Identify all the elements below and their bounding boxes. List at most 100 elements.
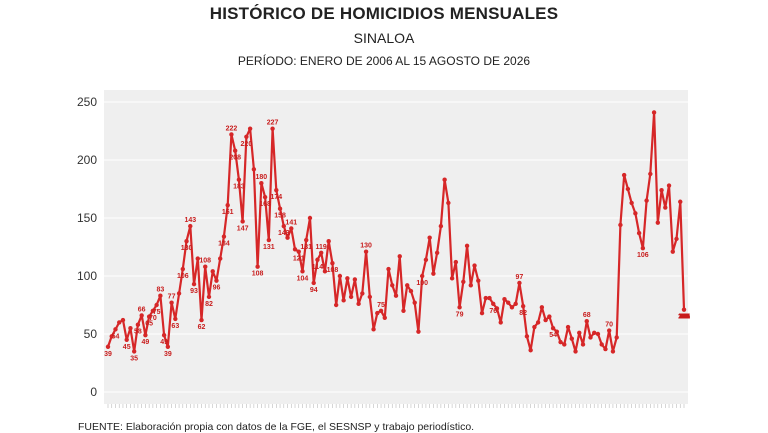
data-label: 68	[583, 312, 591, 319]
data-label: 188	[678, 314, 690, 321]
data-point	[259, 181, 264, 186]
data-label: 175	[678, 314, 690, 321]
data-point	[158, 293, 163, 298]
data-label: 131	[263, 244, 275, 251]
data-point	[438, 223, 444, 229]
data-point	[633, 211, 638, 216]
data-point	[390, 283, 395, 288]
data-label: 87	[680, 314, 688, 321]
data-point	[464, 243, 470, 249]
data-label: 35	[130, 355, 138, 362]
data-point	[449, 276, 455, 281]
data-label: 121	[293, 256, 305, 263]
data-label: 35	[680, 314, 688, 321]
data-point	[176, 291, 182, 296]
data-label: 102	[678, 314, 690, 321]
data-label: 208	[229, 155, 241, 162]
data-point	[124, 337, 129, 342]
data-point	[401, 308, 406, 313]
data-label: 63	[680, 314, 688, 321]
chart-title: HISTÓRICO DE HOMICIDIOS MENSUALES	[209, 4, 559, 23]
data-point	[307, 215, 313, 221]
data-point	[356, 301, 361, 307]
data-label: 227	[267, 120, 279, 127]
data-point	[513, 301, 518, 307]
data-point	[580, 342, 586, 347]
data-point	[535, 320, 541, 325]
data-label: 95	[680, 314, 688, 321]
data-point	[146, 314, 152, 319]
data-point	[629, 200, 634, 206]
data-label: 180	[256, 174, 268, 181]
data-point	[311, 280, 316, 286]
data-label: 62	[680, 314, 688, 321]
data-point	[674, 236, 679, 242]
data-point	[251, 167, 257, 172]
data-point	[304, 237, 309, 243]
data-point	[397, 254, 402, 259]
data-point	[117, 320, 122, 325]
data-point	[262, 194, 268, 200]
data-point	[221, 234, 227, 239]
data-point	[333, 302, 339, 308]
data-point	[281, 223, 286, 229]
data-point	[606, 328, 612, 333]
data-label: 73	[680, 314, 688, 321]
data-point	[644, 198, 649, 203]
data-point	[550, 326, 556, 331]
data-point	[393, 293, 399, 298]
data-point	[595, 331, 601, 337]
data-point	[558, 339, 563, 345]
data-label: 42	[680, 314, 688, 321]
data-label: 70	[149, 315, 157, 322]
data-label: 187	[678, 314, 690, 321]
data-point	[154, 302, 159, 308]
data-point	[247, 126, 253, 131]
data-point	[225, 203, 230, 208]
data-label: 73	[680, 314, 688, 321]
data-point	[300, 269, 305, 274]
data-point	[341, 298, 346, 303]
data-point	[360, 291, 365, 296]
data-point	[352, 277, 358, 282]
data-label: 147	[237, 225, 249, 232]
data-point	[562, 342, 567, 347]
data-label: 63	[171, 323, 179, 330]
data-point	[603, 346, 608, 352]
data-point	[453, 259, 459, 265]
data-point	[483, 295, 488, 301]
data-point	[569, 336, 574, 341]
data-label: 65	[680, 314, 688, 321]
data-label: 159	[678, 314, 690, 321]
data-point	[584, 319, 589, 324]
data-label: 79	[456, 311, 464, 318]
data-label: 82	[519, 310, 527, 317]
data-label: 54	[680, 314, 688, 321]
data-point	[670, 249, 675, 254]
data-label: 75	[377, 302, 385, 309]
data-label: 100	[678, 314, 690, 321]
data-point	[173, 316, 178, 322]
data-label: 75	[153, 309, 161, 316]
data-point	[476, 278, 481, 283]
data-point	[240, 219, 245, 224]
data-label: 56	[680, 314, 688, 321]
data-point	[681, 307, 687, 312]
data-label: 71	[680, 314, 688, 321]
data-point	[113, 327, 118, 332]
data-label: 137	[678, 314, 690, 321]
data-point	[270, 126, 275, 131]
data-point	[169, 300, 174, 305]
data-label: 54	[112, 333, 120, 340]
data-point	[528, 348, 533, 353]
y-tick-label: 250	[77, 95, 97, 109]
data-label: 70	[680, 314, 688, 321]
data-point	[337, 273, 343, 279]
data-label: 112	[678, 314, 689, 321]
data-point	[255, 264, 260, 269]
data-point	[618, 222, 623, 228]
data-point	[655, 220, 661, 225]
data-label: 143	[184, 217, 196, 224]
data-label: 65	[145, 321, 153, 328]
data-point	[610, 349, 616, 354]
